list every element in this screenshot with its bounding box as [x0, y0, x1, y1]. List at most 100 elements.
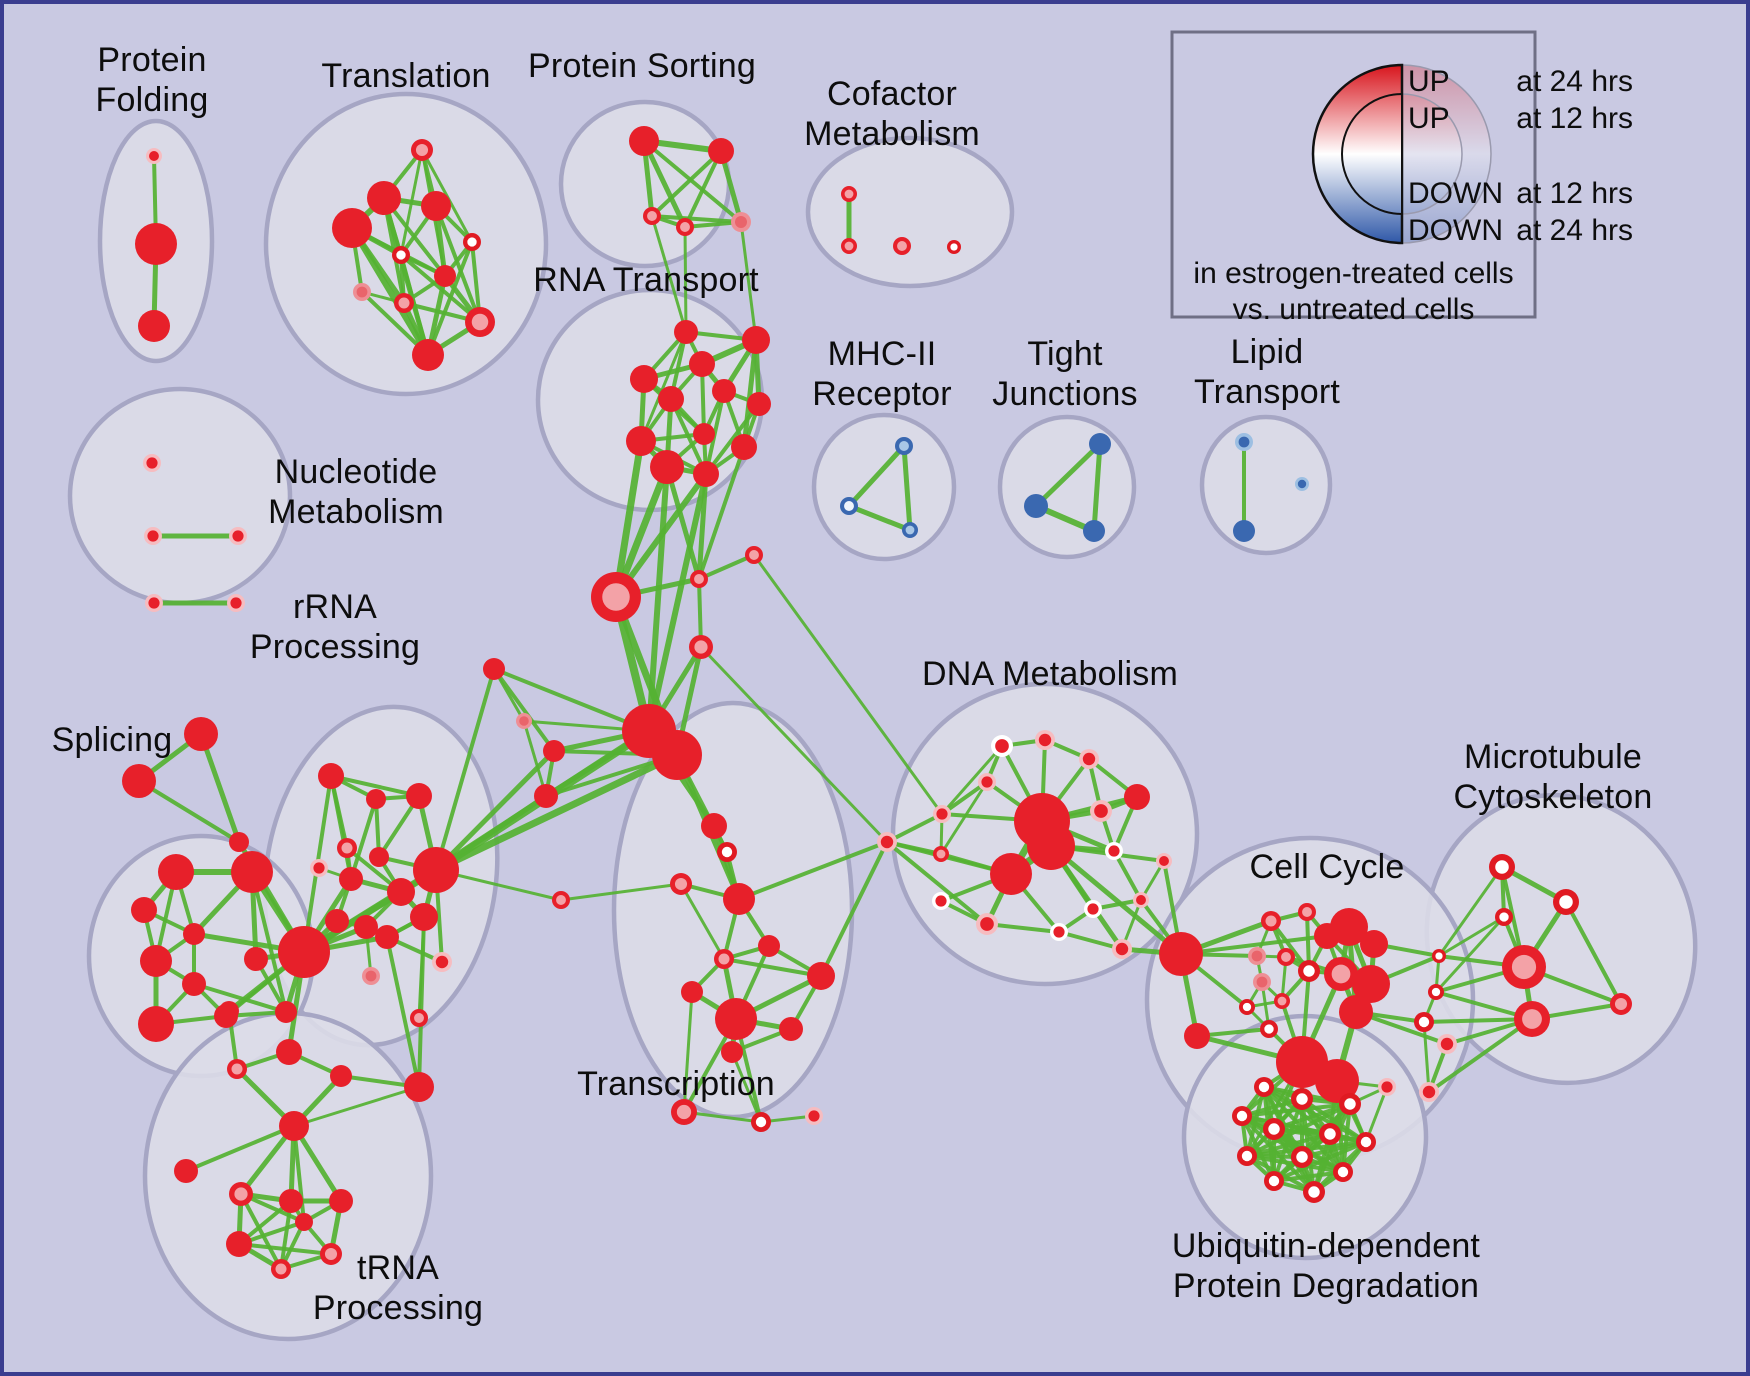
- node-hub7: [534, 784, 558, 808]
- edge-ub9-ub10: [1272, 1170, 1345, 1183]
- legend-inner-ring-left-half: [1341, 92, 1403, 216]
- edge-hub6-rrhub: [433, 748, 557, 873]
- node-core-cc1: [1302, 907, 1312, 917]
- edge-hex3-hex4: [237, 1242, 333, 1256]
- edge-hub5-hub7: [522, 719, 548, 798]
- node-core-mt0: [1495, 860, 1509, 874]
- node-ccblob0: [1276, 1036, 1328, 1088]
- node-core-mt7: [1522, 1009, 1542, 1029]
- legend-note: in estrogen-treated cells vs. untreated …: [1193, 257, 1514, 326]
- node-core-ub3: [1236, 1110, 1248, 1122]
- edge-rt11-hub1: [697, 445, 746, 581]
- node-cc9: [1352, 965, 1390, 1003]
- node-core-hex0: [234, 1187, 248, 1201]
- node-core-tr9: [471, 313, 489, 331]
- node-core-dm3: [1082, 752, 1096, 766]
- node-rr11: [375, 925, 399, 949]
- node-core-tr5: [396, 250, 406, 260]
- node-core-nm3: [148, 597, 160, 609]
- cluster-ellipse-nucleotide-metabolism: [67, 386, 293, 606]
- legend-box: [1170, 30, 1537, 319]
- edge-mt7-mt10: [1427, 1017, 1534, 1094]
- node-sp6: [244, 947, 268, 971]
- edge-tx5-tx7: [722, 957, 823, 978]
- edge-mt0-mt3: [1437, 865, 1504, 958]
- node-core-nm0: [146, 457, 158, 469]
- node-core-lt0: [1238, 436, 1250, 448]
- node-core-cm1: [844, 241, 854, 251]
- edge-ps1-ps3: [683, 149, 723, 229]
- node-core-hub0: [602, 583, 630, 611]
- node-tj1: [1024, 494, 1048, 518]
- cluster-ellipse-mhc-ii-receptor: [811, 412, 957, 562]
- edge-ps2-rt0: [650, 214, 688, 334]
- node-core-hex4: [324, 1247, 338, 1261]
- legend-dir-up-12: UP: [1408, 102, 1450, 135]
- node-blob1: [652, 730, 702, 780]
- edge-dm18-dm19: [1057, 930, 1124, 951]
- edge-ub5-ub7: [1245, 1132, 1332, 1158]
- edge-ps4-rt1: [739, 220, 758, 342]
- node-core-ps3: [680, 222, 690, 232]
- node-core-rr4: [313, 862, 325, 874]
- edge-tj0-tj2: [1091, 441, 1103, 534]
- node-core-rr14: [414, 1013, 424, 1023]
- node-core-cc12: [1242, 1002, 1252, 1012]
- edge-dm10-ccb: [1048, 843, 1184, 957]
- edge-ps3-rt0: [683, 225, 688, 334]
- node-pf2: [138, 310, 170, 342]
- node-ccb: [1159, 932, 1203, 976]
- network-figure: [67, 30, 1698, 1342]
- label-cell-cycle: Cell Cycle: [1249, 848, 1405, 886]
- node-rt8: [693, 423, 715, 445]
- node-core-cc11: [1277, 996, 1287, 1006]
- node-rrhub: [413, 847, 459, 893]
- node-core-dm16: [1136, 895, 1146, 905]
- node-core-cc14: [1264, 1024, 1274, 1034]
- node-core-ub4: [1268, 1123, 1280, 1135]
- edge-mt1-mt8: [1564, 900, 1623, 1006]
- node-core-ub1: [1296, 1093, 1308, 1105]
- node-rt9: [650, 450, 684, 484]
- node-rt11: [731, 434, 757, 460]
- node-core-mt9: [1440, 1037, 1454, 1051]
- edge-tx3-dm0: [737, 840, 889, 901]
- legend-dir-up-24: UP: [1408, 65, 1450, 98]
- node-core-tx4: [556, 895, 566, 905]
- node-hex1: [279, 1189, 303, 1213]
- node-core-mh0: [899, 441, 909, 451]
- legend-row-down-24: DOWN at 24 hrs: [1408, 213, 1633, 249]
- node-tnhub: [279, 1111, 309, 1141]
- legend-diagram: [1170, 30, 1537, 319]
- edge-mt6-mt7: [1422, 1017, 1534, 1024]
- edge-ps0-ps4: [642, 139, 743, 224]
- node-core-dm0: [880, 835, 894, 849]
- node-core-mt5: [1431, 987, 1441, 997]
- label-tight-junctions: Tight Junctions: [992, 335, 1138, 413]
- node-tr2: [421, 191, 451, 221]
- edge-hub4-rrhub: [434, 667, 496, 872]
- cluster-ellipse-cofactor-metabolism: [805, 135, 1015, 289]
- edge-tr2-tr9: [434, 204, 482, 324]
- edge-hex0-hex5: [239, 1192, 283, 1271]
- edge-tnhub-tn4: [184, 1124, 296, 1173]
- node-core-mh1: [844, 501, 854, 511]
- node-tri2: [229, 832, 249, 852]
- node-rt6: [747, 392, 771, 416]
- node-core-hub5: [519, 716, 529, 726]
- node-core-tr4: [467, 237, 477, 247]
- node-core-tx14: [808, 1110, 820, 1122]
- node-core-cm2: [897, 241, 907, 251]
- label-ubiquitin-degradation: Ubiquitin-dependent Protein Degradation: [1171, 1227, 1481, 1305]
- edge-rt10-blob0: [646, 471, 709, 734]
- node-core-pf0: [149, 151, 159, 161]
- node-core-hex5: [275, 1263, 287, 1275]
- node-core-ps2: [647, 211, 657, 221]
- node-tx7: [807, 962, 835, 990]
- node-rr7: [387, 878, 415, 906]
- node-core-dm8: [936, 849, 946, 859]
- node-core-cc5: [1251, 950, 1263, 962]
- edge-hub3-dm0: [699, 645, 889, 844]
- node-tr10: [412, 339, 444, 371]
